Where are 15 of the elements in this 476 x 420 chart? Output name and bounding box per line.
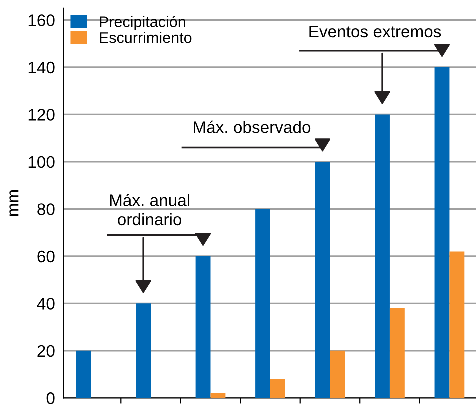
y-tick-label: 0: [46, 392, 55, 404]
annotation: Eventos extremos: [310, 26, 442, 38]
y-axis-title: mm: [10, 190, 19, 216]
y-tick-label: 20: [38, 345, 55, 358]
legend-label: Precipitación: [100, 16, 186, 30]
annotation: Máx. anual ordinario: [110, 194, 190, 226]
y-tick-label: 40: [37, 298, 55, 310]
y-tick-label: 160: [28, 14, 55, 26]
legend-label: Escurrimiento: [100, 32, 192, 44]
y-tick-label: 60: [38, 250, 55, 263]
y-tick-label: 140: [28, 62, 55, 74]
y-tick-label: 120: [28, 109, 55, 121]
annotation: Máx. observado: [194, 120, 311, 134]
y-tick-label: 80: [38, 204, 55, 216]
y-tick-label: 100: [28, 156, 55, 168]
